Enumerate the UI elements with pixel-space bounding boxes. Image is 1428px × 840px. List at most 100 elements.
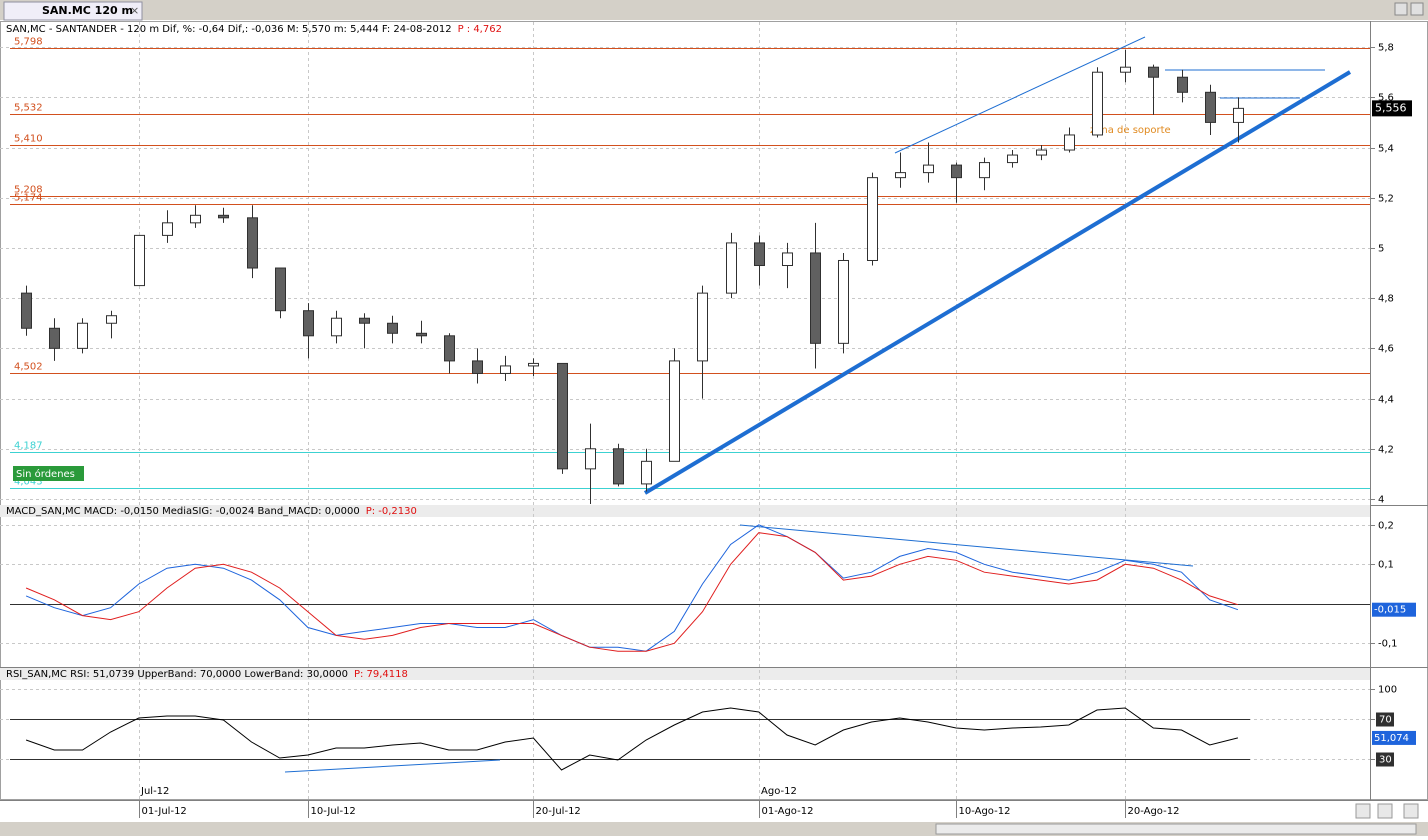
panel-header-bg bbox=[0, 505, 1370, 517]
x-tick-label: 10-Jul-12 bbox=[311, 806, 356, 817]
candle-body bbox=[444, 335, 455, 362]
last-value-box bbox=[1372, 602, 1416, 617]
panel-header: SAN,MC - SANTANDER - 120 m Dif, %: -0,64… bbox=[6, 24, 452, 35]
candle-body bbox=[1205, 91, 1216, 123]
candle-body bbox=[275, 267, 286, 312]
level-label: 5,208 bbox=[14, 185, 43, 196]
candle-body bbox=[867, 177, 878, 261]
level-label: 5,532 bbox=[14, 103, 43, 114]
y-tick-label: 4,4 bbox=[1378, 395, 1394, 406]
candle-body bbox=[1007, 154, 1018, 164]
candle-body bbox=[1092, 71, 1103, 136]
trendline[interactable] bbox=[739, 524, 1194, 567]
toolbar-button[interactable] bbox=[1403, 803, 1419, 819]
candle-body bbox=[331, 317, 342, 337]
candle-body bbox=[1064, 134, 1075, 151]
x-tick-label: 20-Jul-12 bbox=[536, 806, 581, 817]
level-label: 4,502 bbox=[14, 362, 43, 373]
candle-body bbox=[218, 214, 229, 219]
tab[interactable] bbox=[3, 1, 143, 21]
candle-body bbox=[472, 360, 483, 374]
status-text: Sin órdenes bbox=[16, 468, 75, 480]
candle-body bbox=[557, 362, 568, 470]
candle-body bbox=[21, 292, 32, 329]
y-tick-box bbox=[1376, 712, 1394, 727]
y-tick-label: 4,6 bbox=[1378, 344, 1394, 355]
candle-body bbox=[1036, 149, 1047, 156]
last-value-label: 51,074 bbox=[1374, 733, 1409, 744]
panel-header-p: P: 79,4118 bbox=[354, 669, 408, 680]
candle-body bbox=[359, 317, 370, 324]
candle-body bbox=[754, 242, 765, 267]
candle-body bbox=[838, 259, 849, 344]
candle-body bbox=[190, 214, 201, 224]
panel-header-p: P : 4,762 bbox=[458, 24, 502, 35]
candle-body bbox=[641, 460, 652, 485]
panel-header: RSI_SAN,MC RSI: 51,0739 UpperBand: 70,00… bbox=[6, 669, 348, 680]
y-tick-label: 5,4 bbox=[1378, 144, 1394, 155]
candle-body bbox=[979, 162, 990, 179]
level-label: 5,410 bbox=[14, 134, 43, 145]
last-value-label: -0,015 bbox=[1374, 605, 1406, 616]
x-tick-label: 10-Ago-12 bbox=[959, 806, 1011, 817]
series-line bbox=[25, 524, 1239, 652]
candle-body bbox=[1148, 66, 1159, 78]
trendline[interactable] bbox=[894, 36, 1146, 154]
candle-body bbox=[782, 252, 793, 267]
tab-title: SAN.MC 120 m bbox=[42, 4, 133, 17]
candle-body bbox=[1233, 107, 1244, 123]
candle-body bbox=[500, 365, 511, 374]
candle-body bbox=[134, 234, 145, 287]
panel-header-bg bbox=[0, 668, 1370, 680]
x-month-label: Jul-12 bbox=[140, 786, 169, 797]
candle-body bbox=[106, 315, 117, 324]
candle-body bbox=[726, 242, 737, 294]
panel-header-p: P: -0,2130 bbox=[366, 506, 417, 517]
candle-body bbox=[303, 310, 314, 337]
frame bbox=[0, 21, 1428, 800]
candle-body bbox=[49, 327, 60, 349]
panel-header: MACD_SAN,MC MACD: -0,0150 MediaSIG: -0,0… bbox=[6, 506, 360, 517]
level-label: 5,174 bbox=[14, 193, 43, 204]
y-tick-label: 4 bbox=[1378, 495, 1384, 506]
candle-body bbox=[1177, 76, 1188, 93]
toolbar-button[interactable] bbox=[1355, 803, 1371, 819]
window-button[interactable] bbox=[1394, 2, 1408, 16]
candle-body bbox=[585, 448, 596, 470]
y-tick-label: 0,1 bbox=[1378, 560, 1394, 571]
x-tick-label: 01-Ago-12 bbox=[762, 806, 814, 817]
scroll-thumb[interactable] bbox=[935, 823, 1417, 835]
candle-body bbox=[162, 222, 173, 236]
candle-body bbox=[1120, 66, 1131, 73]
y-tick-label: 30 bbox=[1379, 755, 1392, 766]
y-tick-box bbox=[1376, 752, 1394, 767]
toolbar-button[interactable] bbox=[1377, 803, 1393, 819]
last-price-label: 5,556 bbox=[1375, 101, 1407, 114]
last-price-box bbox=[1372, 100, 1412, 117]
y-tick-label: 4,8 bbox=[1378, 294, 1394, 305]
annotation: zona de soporte bbox=[1090, 125, 1171, 136]
status-badge[interactable] bbox=[13, 466, 84, 481]
y-tick-label: 5,6 bbox=[1378, 93, 1394, 104]
trendline[interactable] bbox=[284, 759, 501, 773]
candle-body bbox=[613, 448, 624, 485]
y-tick-label: 100 bbox=[1378, 685, 1397, 696]
last-value-box bbox=[1372, 730, 1416, 745]
candle-body bbox=[247, 217, 258, 269]
candle-body bbox=[895, 172, 906, 179]
x-tick-label: 01-Jul-12 bbox=[142, 806, 187, 817]
trendline[interactable] bbox=[643, 70, 1352, 495]
candle-body bbox=[697, 292, 708, 362]
x-month-label: Ago-12 bbox=[761, 786, 797, 797]
y-tick-label: 70 bbox=[1379, 715, 1392, 726]
y-tick-label: 0,2 bbox=[1378, 521, 1394, 532]
candle-body bbox=[528, 362, 539, 367]
candle-body bbox=[416, 332, 427, 337]
window-button[interactable] bbox=[1410, 2, 1424, 16]
candle-body bbox=[923, 164, 934, 174]
candle-body bbox=[951, 164, 962, 179]
y-tick-label: 5,8 bbox=[1378, 43, 1394, 54]
tab-close[interactable]: × bbox=[130, 4, 139, 17]
